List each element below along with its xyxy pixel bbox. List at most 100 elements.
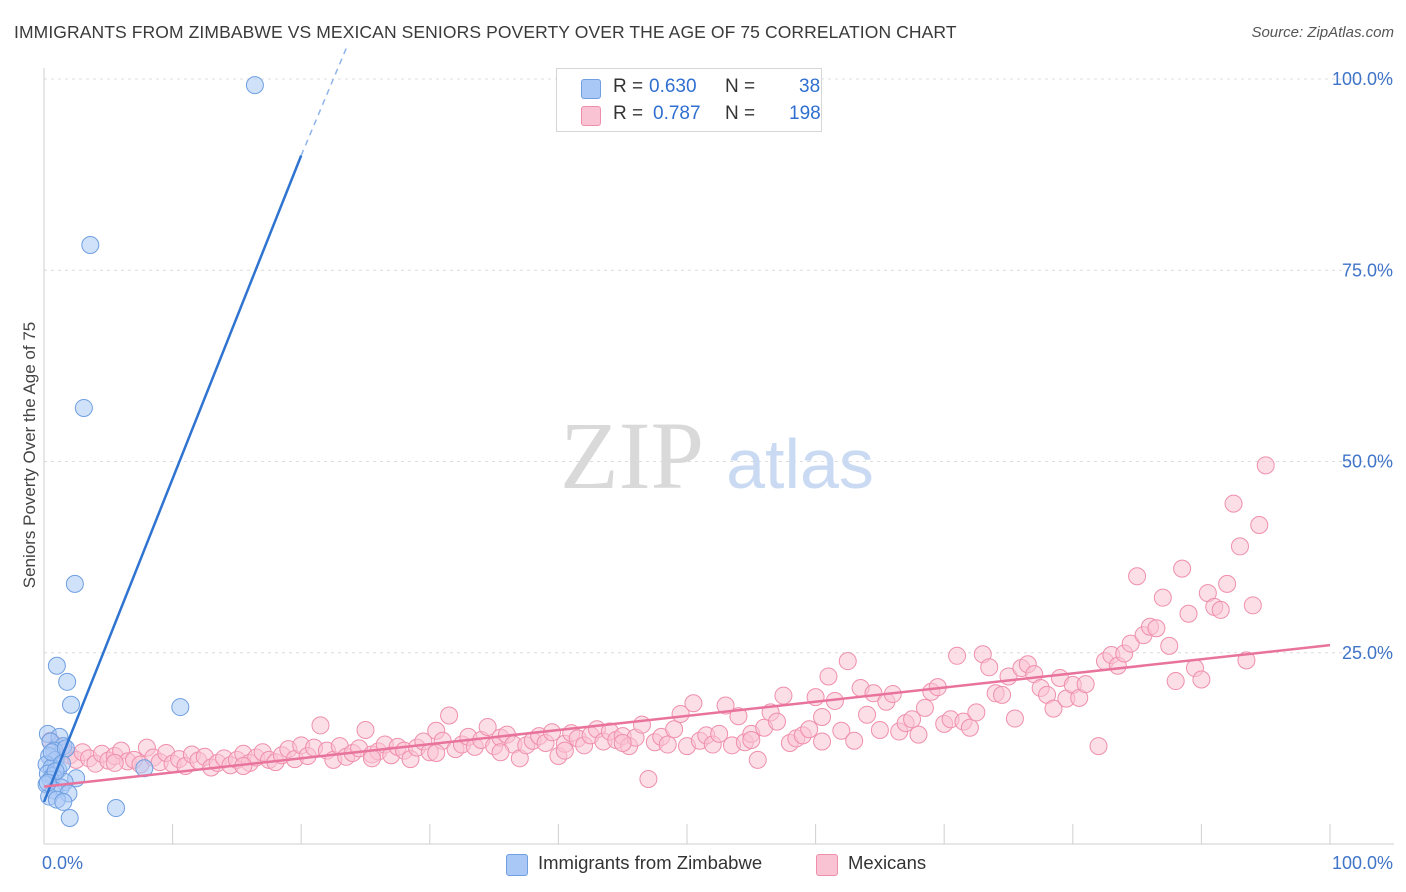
point-mexicans	[356, 721, 375, 740]
point-mexicans	[478, 717, 497, 736]
point-mexicans	[1243, 596, 1262, 615]
legend-r-value: 0.630	[649, 76, 697, 97]
point-zimbabwe	[65, 574, 84, 593]
point-mexicans	[813, 732, 832, 751]
point-mexicans	[665, 720, 684, 739]
point-mexicans	[632, 715, 651, 734]
point-zimbabwe	[171, 698, 190, 717]
y-tick-label: 50.0%	[1342, 452, 1393, 472]
point-mexicans	[1192, 670, 1211, 689]
bottom-legend-swatch-mexicans	[816, 854, 838, 876]
point-mexicans	[800, 720, 819, 739]
trend-line-zimbabwe-extension	[300, 48, 347, 156]
point-mexicans	[948, 646, 967, 665]
point-mexicans	[1237, 651, 1256, 670]
point-mexicans	[903, 710, 922, 729]
point-mexicans	[768, 712, 787, 731]
point-mexicans	[845, 731, 864, 750]
bottom-legend-label-mexicans: Mexicans	[848, 852, 927, 873]
series-zimbabwe	[37, 76, 264, 827]
point-mexicans	[613, 734, 632, 753]
y-tick-label: 25.0%	[1342, 643, 1393, 663]
point-mexicans	[993, 685, 1012, 704]
point-mexicans	[1211, 600, 1230, 619]
point-zimbabwe	[47, 656, 66, 675]
point-mexicans	[838, 652, 857, 671]
point-mexicans	[555, 741, 574, 760]
point-mexicans	[1128, 567, 1147, 586]
legend-r-label: R =	[613, 103, 644, 124]
point-zimbabwe	[58, 672, 77, 691]
point-zimbabwe	[54, 792, 73, 811]
point-mexicans	[1005, 709, 1024, 728]
trend-line-mexicans	[43, 643, 1331, 788]
point-mexicans	[960, 718, 979, 737]
point-mexicans	[440, 706, 459, 725]
point-mexicans	[870, 721, 889, 740]
legend-n-label: N =	[725, 76, 756, 97]
legend-r-label: R =	[613, 76, 644, 97]
point-mexicans	[639, 769, 658, 788]
point-mexicans	[819, 667, 838, 686]
correlation-legend: R = 0.630 N = 38 R = 0.787 N = 198	[556, 68, 822, 132]
point-mexicans	[427, 743, 446, 762]
point-zimbabwe	[245, 76, 264, 95]
point-zimbabwe	[62, 695, 81, 714]
source-label: Source: ZipAtlas.com	[1251, 24, 1394, 41]
point-mexicans	[1179, 604, 1198, 623]
point-mexicans	[1256, 456, 1275, 475]
x-tick-label: 0.0%	[42, 853, 83, 873]
point-mexicans	[1153, 588, 1172, 607]
point-mexicans	[967, 703, 986, 722]
legend-n-value: 38	[799, 76, 821, 97]
point-mexicans	[1121, 634, 1140, 653]
y-tick-label: 75.0%	[1342, 260, 1393, 280]
point-mexicans	[1218, 574, 1237, 593]
point-mexicans	[1250, 515, 1269, 534]
point-mexicans	[729, 707, 748, 726]
point-mexicans	[716, 696, 735, 715]
point-mexicans	[832, 721, 851, 740]
gridlines	[44, 78, 1394, 654]
point-mexicans	[105, 753, 124, 772]
point-mexicans	[491, 743, 510, 762]
point-mexicans	[1224, 494, 1243, 513]
point-mexicans	[909, 725, 928, 744]
point-zimbabwe	[107, 799, 126, 818]
point-mexicans	[1166, 672, 1185, 691]
y-tick-label: 100.0%	[1332, 69, 1393, 89]
point-mexicans	[1147, 619, 1166, 638]
point-mexicans	[915, 698, 934, 717]
point-mexicans	[684, 694, 703, 713]
point-zimbabwe	[60, 808, 79, 827]
legend-swatch-mexicans	[581, 106, 601, 126]
point-mexicans	[774, 686, 793, 705]
trend-line-zimbabwe	[42, 155, 303, 803]
point-mexicans	[858, 705, 877, 724]
watermark-atlas: atlas	[726, 425, 874, 503]
bottom-legend-label-zimbabwe: Immigrants from Zimbabwe	[538, 852, 763, 873]
point-mexicans	[710, 724, 729, 743]
legend-r-value: 0.787	[653, 103, 701, 124]
chart-title: IMMIGRANTS FROM ZIMBABWE VS MEXICAN SENI…	[14, 22, 957, 42]
watermark-zip: ZIP	[560, 402, 704, 509]
legend-n-label: N =	[725, 103, 756, 124]
legend-n-value: 198	[789, 103, 821, 124]
point-mexicans	[311, 716, 330, 735]
point-mexicans	[1160, 636, 1179, 655]
point-mexicans	[748, 750, 767, 769]
point-zimbabwe	[81, 236, 100, 255]
point-mexicans	[1089, 737, 1108, 756]
point-mexicans	[658, 735, 677, 754]
axes	[43, 68, 1394, 845]
bottom-legend-swatch-zimbabwe	[506, 854, 528, 876]
trend-lines	[42, 48, 1331, 803]
point-mexicans	[813, 708, 832, 727]
point-mexicans	[980, 658, 999, 677]
tick-labels: 25.0% 50.0% 75.0% 100.0% 0.0% 100.0%	[42, 69, 1393, 873]
point-mexicans	[1076, 675, 1095, 694]
point-mexicans	[742, 730, 761, 749]
point-mexicans	[1230, 537, 1249, 556]
point-mexicans	[1173, 559, 1192, 578]
